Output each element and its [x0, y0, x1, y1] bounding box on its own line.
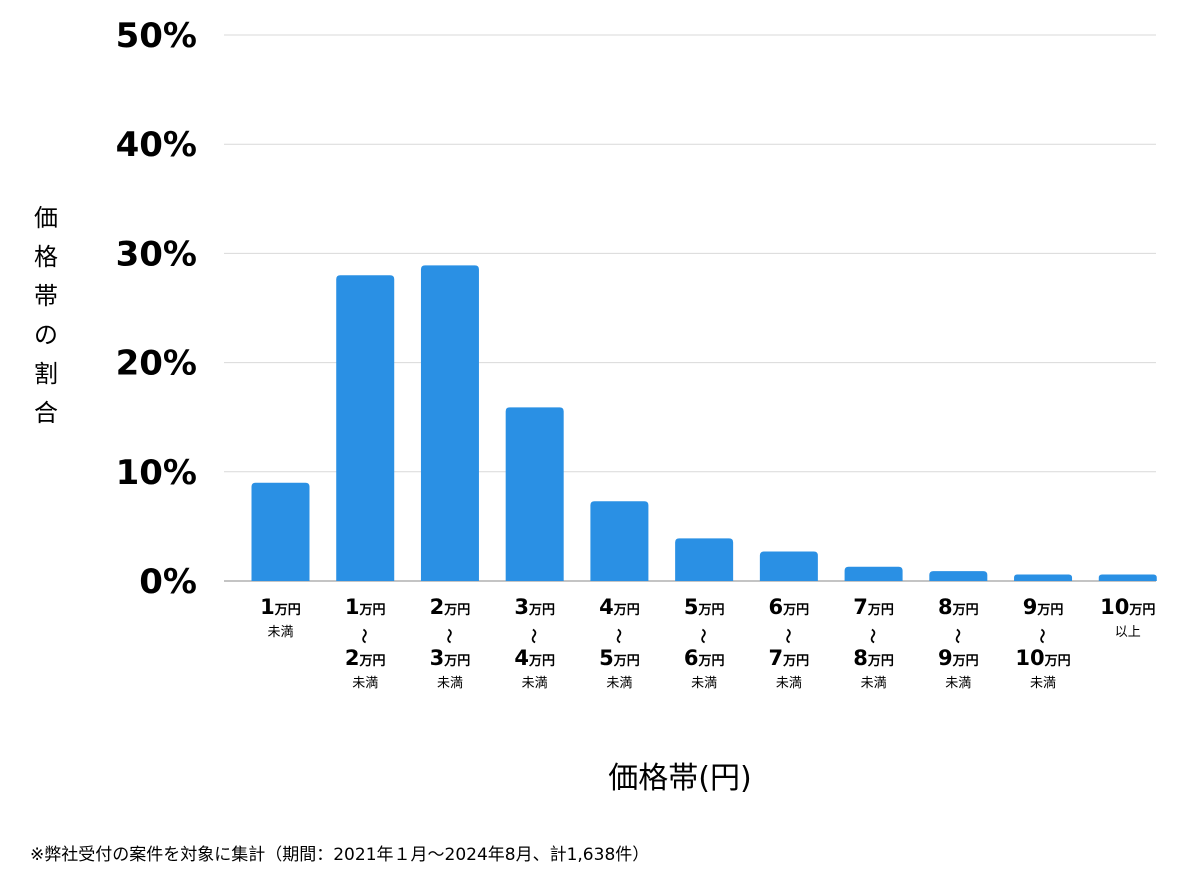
y-tick-label: 0% [139, 562, 197, 602]
bars [251, 265, 1157, 581]
x-tick-range-mark: 〜 [1033, 628, 1051, 643]
y-axis-ticks: 0% 10% 20% 30% 40% 50% [116, 16, 197, 602]
x-tick-range-mark: 〜 [864, 628, 882, 643]
x-tick-price: 2万円 [430, 595, 471, 619]
bar [420, 265, 479, 581]
x-tick-qualifier: 以上 [1115, 625, 1141, 640]
bar [1014, 574, 1073, 581]
x-tick-range-mark: 〜 [525, 628, 543, 643]
bar [251, 482, 310, 581]
x-tick-price: 4万円 [599, 595, 640, 619]
x-tick-range-mark: 〜 [948, 628, 966, 643]
x-tick-qualifier: 未満 [945, 676, 971, 691]
x-tick-price: 6万円 [769, 595, 810, 619]
y-axis-label-char: 帯 [34, 282, 58, 310]
x-tick-price: 5万円 [599, 646, 640, 670]
x-tick-price: 9万円 [938, 646, 979, 670]
bar [675, 538, 734, 581]
x-tick-price: 7万円 [853, 595, 894, 619]
x-tick-price: 8万円 [853, 646, 894, 670]
x-tick-qualifier: 未満 [776, 676, 802, 691]
x-tick-price: 3万円 [514, 595, 555, 619]
y-tick-label: 50% [116, 16, 197, 56]
x-tick-qualifier: 未満 [267, 625, 293, 640]
x-tick-price: 1万円 [345, 595, 386, 619]
x-tick-price: 6万円 [684, 646, 725, 670]
x-tick-qualifier: 未満 [437, 676, 463, 691]
x-tick-price: 1万円 [260, 595, 301, 619]
x-axis-title: 価格帯(円) [608, 761, 751, 796]
bar [844, 566, 903, 581]
bar [929, 571, 988, 581]
footnote: ※弊社受付の案件を対象に集計（期間：2021年１月〜2024年8月、計1,638… [30, 845, 650, 865]
y-axis-label-char: 割 [34, 360, 58, 388]
x-tick-price: 10万円 [1100, 595, 1155, 619]
y-tick-label: 30% [116, 234, 197, 274]
y-axis-label-char: の [34, 321, 58, 349]
y-axis-label-char: 格 [34, 243, 58, 271]
bar [590, 501, 649, 581]
y-axis-label-char: 価 [34, 204, 58, 232]
bar [505, 407, 564, 581]
x-tick-qualifier: 未満 [522, 676, 548, 691]
x-tick-price: 2万円 [345, 646, 386, 670]
bar [1098, 574, 1157, 581]
x-tick-qualifier: 未満 [1030, 676, 1056, 691]
x-tick-range-mark: 〜 [355, 628, 373, 643]
x-tick-qualifier: 未満 [352, 676, 378, 691]
y-axis-label-char: 合 [34, 399, 58, 427]
x-tick-qualifier: 未満 [691, 676, 717, 691]
x-axis-tick-labels: 1万円未満1万円〜2万円未満2万円〜3万円未満3万円〜4万円未満4万円〜5万円未… [260, 595, 1155, 691]
x-tick-price: 8万円 [938, 595, 979, 619]
y-tick-label: 40% [116, 125, 197, 165]
x-tick-range-mark: 〜 [779, 628, 797, 643]
x-tick-price: 7万円 [769, 646, 810, 670]
y-tick-label: 20% [116, 344, 197, 384]
x-tick-price: 9万円 [1023, 595, 1064, 619]
x-tick-price: 10万円 [1015, 646, 1070, 670]
x-tick-price: 5万円 [684, 595, 725, 619]
x-tick-price: 3万円 [430, 646, 471, 670]
x-tick-range-mark: 〜 [609, 628, 627, 643]
y-tick-label: 10% [116, 453, 197, 493]
x-tick-range-mark: 〜 [694, 628, 712, 643]
bar [336, 275, 395, 581]
x-tick-range-mark: 〜 [440, 628, 458, 643]
x-tick-price: 4万円 [514, 646, 555, 670]
x-tick-qualifier: 未満 [606, 676, 632, 691]
x-tick-qualifier: 未満 [861, 676, 887, 691]
bar [759, 551, 818, 581]
